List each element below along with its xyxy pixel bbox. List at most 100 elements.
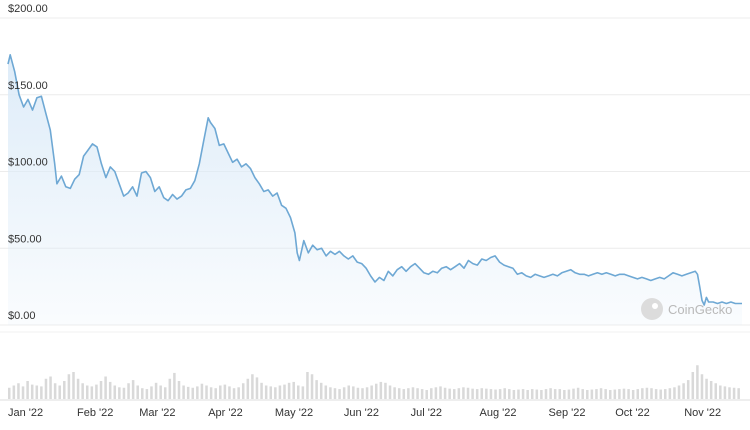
- volume-bar: [150, 386, 153, 399]
- volume-bar: [118, 387, 121, 399]
- volume-bar: [407, 388, 410, 399]
- volume-bar: [608, 390, 612, 399]
- x-tick-label: May '22: [275, 407, 313, 419]
- volume-bar: [512, 390, 516, 399]
- volume-bar: [549, 388, 552, 399]
- volume-bar: [480, 388, 484, 399]
- volume-bar: [526, 390, 529, 399]
- volume-bar: [127, 383, 130, 399]
- volume-bar: [301, 386, 305, 399]
- volume-bar: [223, 384, 227, 399]
- volume-bar: [274, 387, 277, 399]
- volume-bar: [425, 390, 428, 399]
- volume-bar: [498, 389, 502, 399]
- volume-bar: [475, 389, 479, 399]
- y-tick-label: $150.00: [8, 80, 48, 92]
- volume-bar: [136, 385, 139, 399]
- y-tick-label: $50.00: [8, 233, 42, 245]
- volume-bar: [40, 386, 43, 399]
- volume-bar: [420, 389, 424, 399]
- volume-bar: [361, 388, 364, 399]
- watermark-text: CoinGecko: [668, 302, 732, 317]
- volume-bar: [397, 388, 401, 399]
- volume-bar: [462, 387, 465, 399]
- volume-bar: [131, 380, 135, 399]
- volume-bar: [622, 388, 626, 399]
- volume-bar: [269, 386, 273, 399]
- volume-bar: [182, 385, 185, 399]
- volume-bar: [17, 383, 20, 399]
- volume-bar: [173, 372, 176, 399]
- y-tick-label: $100.00: [8, 157, 48, 169]
- volume-bar: [251, 374, 254, 399]
- volume-bar: [443, 387, 447, 399]
- x-tick-label: Jun '22: [344, 407, 379, 419]
- volume-bar: [572, 388, 575, 399]
- volume-bar: [232, 388, 236, 399]
- x-tick-label: Feb '22: [77, 407, 113, 419]
- volume-bar: [44, 378, 48, 399]
- volume-bar: [264, 385, 268, 399]
- volume-bar: [67, 374, 71, 399]
- volume-bar: [329, 387, 332, 399]
- volume-bar: [530, 389, 534, 399]
- volume-bar: [209, 387, 213, 399]
- volume-bar: [141, 388, 144, 399]
- price-area: [8, 54, 742, 326]
- volume-bar: [26, 381, 29, 399]
- volume-bar: [95, 384, 98, 399]
- volume-bar: [324, 385, 328, 399]
- x-tick-label: Apr '22: [208, 407, 243, 419]
- volume-bar: [631, 390, 635, 399]
- volume-bar: [384, 382, 387, 399]
- volume-bar: [278, 385, 282, 399]
- volume-bar: [664, 389, 667, 399]
- volume-bar: [287, 382, 291, 399]
- volume-bar: [99, 381, 103, 399]
- volume-bar: [696, 365, 699, 399]
- volume-bar: [35, 385, 39, 399]
- volume-bar: [237, 387, 240, 399]
- gecko-eye-icon: [652, 303, 658, 309]
- gecko-logo-icon: [641, 298, 663, 320]
- coingecko-watermark: CoinGecko: [641, 298, 732, 320]
- volume-bar: [53, 383, 57, 399]
- price-line: [7, 54, 742, 306]
- volume-bar: [540, 390, 543, 399]
- y-tick-label: $0.00: [8, 310, 36, 322]
- volume-bar: [402, 389, 406, 399]
- volume-bar: [241, 383, 245, 399]
- volume-bar: [686, 380, 690, 399]
- volume-bar: [599, 388, 603, 399]
- volume-bar: [365, 387, 369, 399]
- volume-bar: [49, 376, 52, 399]
- x-tick-label: Sep '22: [549, 407, 586, 419]
- volume-bar: [709, 381, 713, 399]
- volume-bar: [728, 387, 731, 399]
- volume-bar: [691, 372, 695, 399]
- volume-bar: [379, 381, 383, 399]
- volume-bar: [535, 389, 539, 399]
- volume-bar: [168, 378, 172, 399]
- volume-bar: [636, 389, 640, 399]
- volume-bar: [342, 387, 346, 399]
- volume-bar: [457, 388, 461, 399]
- volume-bar: [544, 389, 548, 399]
- volume-bar: [586, 390, 589, 399]
- volume-bar: [347, 385, 350, 399]
- volume-bar: [485, 388, 488, 399]
- x-tick-label: Jul '22: [411, 407, 442, 419]
- volume-bar: [489, 389, 493, 399]
- volume-bar: [191, 387, 195, 399]
- volume-bar: [370, 385, 373, 399]
- volume-bar: [310, 374, 314, 399]
- volume-bar: [645, 387, 649, 399]
- volume-bar: [12, 385, 16, 399]
- volume-bar: [673, 387, 676, 399]
- volume-bar: [85, 385, 89, 399]
- volume-bar: [416, 388, 419, 399]
- x-axis-ticks: Jan '22 Feb '22 Mar '22 Apr '22 May '22 Jun '…: [8, 407, 721, 419]
- volume-bar: [682, 383, 685, 399]
- volume-bar: [292, 381, 295, 399]
- volume-bar: [219, 385, 222, 399]
